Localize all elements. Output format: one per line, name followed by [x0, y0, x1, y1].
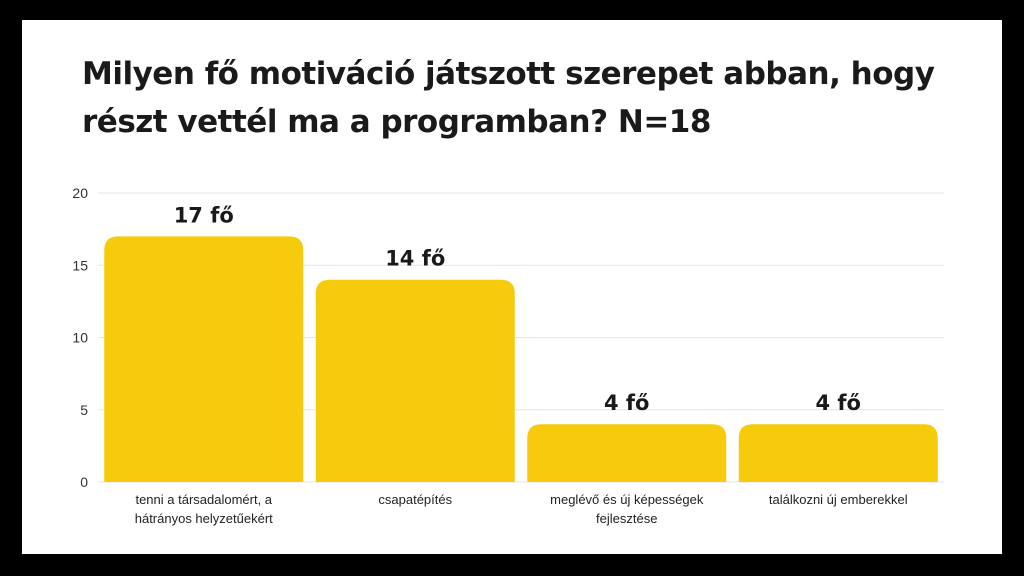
- data-label: 17 fő: [174, 203, 234, 227]
- data-label: 4 fő: [816, 391, 862, 415]
- y-axis: 0 5 10 15 20: [72, 185, 88, 490]
- x-category-label: csapatépítés: [378, 492, 452, 507]
- bar: [104, 236, 304, 482]
- bar-chart: 0 5 10 15 20 17 fő 14 fő 4 fő 4 fő tenni a társ…: [72, 185, 944, 526]
- x-axis-categories: tenni a társadalomért, a hátrányos helyze…: [135, 492, 908, 526]
- title-line-1: Milyen fő motiváció játszott szerepet ab…: [82, 56, 935, 92]
- chart-card: Milyen fő motiváció játszott szerepet ab…: [22, 20, 1002, 554]
- data-labels: 17 fő 14 fő 4 fő 4 fő: [174, 203, 861, 415]
- chart-title: Milyen fő motiváció játszott szerepet ab…: [82, 50, 962, 146]
- y-tick-label: 0: [80, 474, 88, 490]
- bar: [738, 424, 938, 482]
- y-tick-label: 5: [80, 402, 88, 418]
- data-label: 14 fő: [385, 247, 445, 271]
- x-category-label: tenni a társadalomért, a hátrányos helyze…: [135, 492, 273, 526]
- x-category-label: találkozni új emberekkel: [769, 492, 908, 507]
- bars: [104, 236, 938, 482]
- data-label: 4 fő: [604, 391, 650, 415]
- y-tick-label: 15: [72, 257, 88, 273]
- x-category-label: meglévő és új képességek fejlesztése: [550, 492, 704, 526]
- bar: [315, 279, 515, 482]
- y-tick-label: 20: [72, 185, 88, 201]
- title-line-2: részt vettél ma a programban? N=18: [82, 104, 711, 140]
- bar: [527, 424, 727, 482]
- y-tick-label: 10: [72, 330, 88, 346]
